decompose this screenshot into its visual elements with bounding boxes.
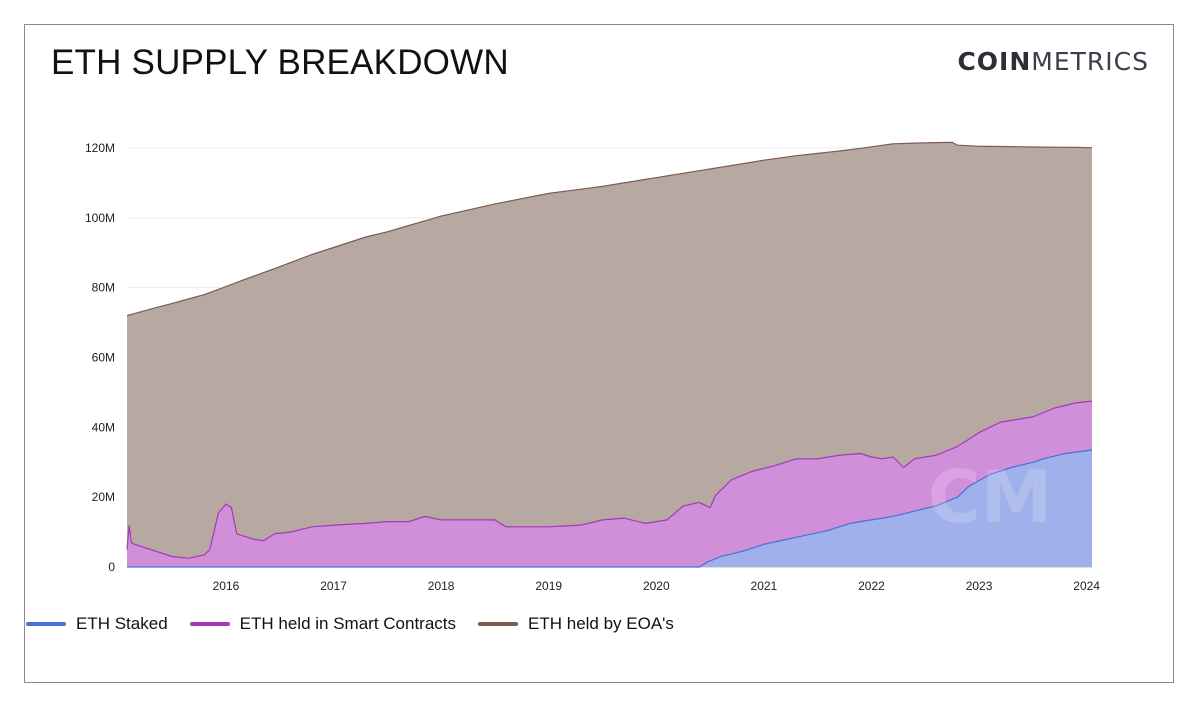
legend-swatch-staked	[26, 622, 66, 626]
x-tick-label: 2018	[428, 579, 455, 593]
staked-area	[127, 450, 1092, 567]
x-tick-label: 2024	[1073, 579, 1100, 593]
coinmetrics-logo: COINMETRICS	[957, 47, 1149, 76]
y-tick-label: 20M	[92, 490, 115, 504]
page-title: ETH SUPPLY BREAKDOWN	[51, 43, 509, 82]
staked-line	[127, 449, 1093, 568]
legend-label-contracts: ETH held in Smart Contracts	[239, 614, 457, 633]
x-tick-label: 2023	[966, 579, 993, 593]
contracts-line	[126, 400, 1093, 559]
legend-label-staked: ETH Staked	[76, 614, 168, 633]
x-tick-label: 2016	[213, 579, 240, 593]
legend-item-staked[interactable]: ETH Staked	[26, 614, 168, 634]
logo-text-bold: COIN	[957, 47, 1032, 76]
y-tick-label: 80M	[92, 281, 115, 295]
x-tick-label: 2021	[751, 579, 778, 593]
contracts-area	[127, 401, 1092, 567]
eoa-line	[126, 141, 1093, 317]
legend-item-eoa[interactable]: ETH held by EOA's	[478, 614, 674, 634]
watermark-logo: CM	[928, 455, 1053, 539]
y-tick-label: 60M	[92, 351, 115, 365]
chart-legend: ETH Staked ETH held in Smart Contracts E…	[26, 614, 674, 634]
y-tick-label: 100M	[85, 211, 115, 225]
y-tick-label: 40M	[92, 420, 115, 434]
y-tick-label: 120M	[85, 141, 115, 155]
x-tick-label: 2017	[320, 579, 347, 593]
x-tick-label: 2022	[858, 579, 885, 593]
legend-swatch-contracts	[189, 622, 230, 626]
y-tick-label: 0	[108, 560, 115, 574]
x-tick-label: 2020	[643, 579, 670, 593]
legend-item-contracts[interactable]: ETH held in Smart Contracts	[189, 614, 457, 634]
x-tick-label: 2019	[535, 579, 562, 593]
legend-swatch-eoa	[478, 622, 519, 626]
logo-text-light: METRICS	[1031, 47, 1149, 76]
legend-label-eoa: ETH held by EOA's	[528, 614, 674, 633]
